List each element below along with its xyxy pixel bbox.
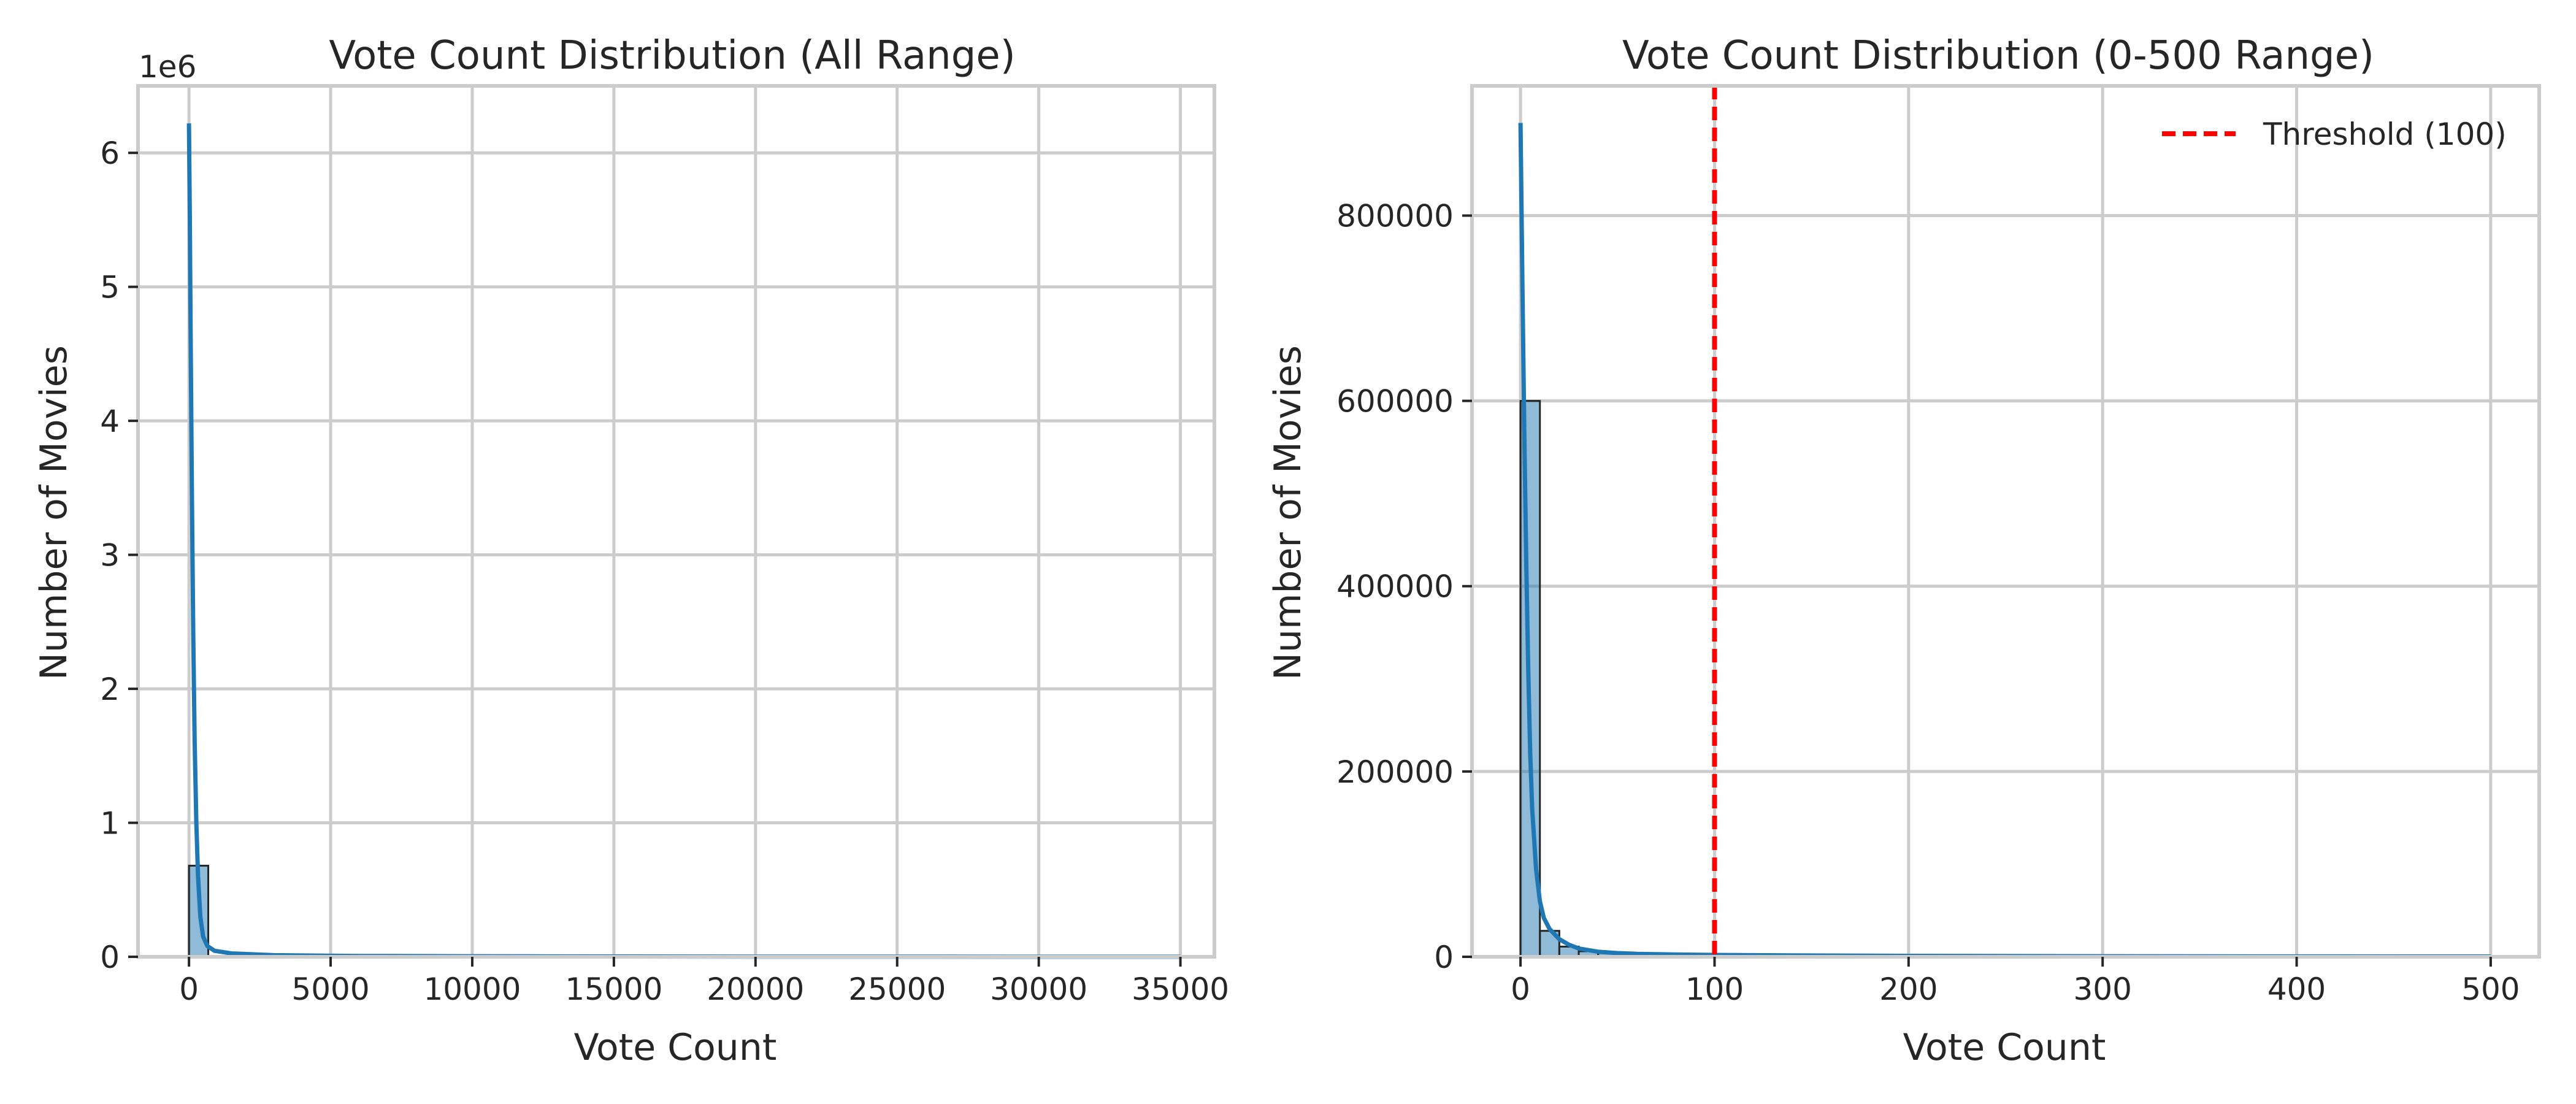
right-spines [1470,84,2541,959]
x-tick-label: 5000 [291,972,369,1007]
left-grid [138,86,1214,959]
y-tick-label: 0 [1434,940,1454,975]
left-chart-title: Vote Count Distribution (All Range) [329,33,1015,79]
x-tick-label: 35000 [1132,972,1229,1007]
x-tick-label: 100 [1685,972,1744,1007]
right-y-ticks: 0 200000 400000 600000 800000 [1336,198,1472,975]
y-tick-label: 3 [100,538,120,573]
right-kde [1518,123,2491,959]
y-tick-label: 6 [100,136,120,171]
y-tick-label: 5 [100,270,120,305]
right-axes-frame [1470,84,2541,959]
right-grid [1472,86,2539,959]
left-y-offset-label: 1e6 [139,49,196,85]
x-tick-label: 400 [2267,972,2326,1007]
x-tick-label: 30000 [990,972,1087,1007]
x-tick-label: 500 [2461,972,2520,1007]
x-tick-label: 20000 [707,972,804,1007]
right-x-axis-label: Vote Count [1903,1026,2106,1069]
y-tick-label: 2 [100,672,120,707]
left-kde [186,123,1181,959]
x-tick-label: 200 [1879,972,1938,1007]
left-histogram-panel: 0 5000 10000 15000 20000 25000 30000 35000 0 1 2 3… [33,33,1229,1069]
y-tick-label: 800000 [1336,198,1454,234]
x-tick-label: 10000 [423,972,521,1007]
y-tick-label: 600000 [1336,384,1454,420]
y-tick-label: 400000 [1336,569,1454,605]
left-axes-frame [136,84,1216,959]
left-spines [136,84,1216,959]
y-tick-label: 1 [100,806,120,841]
x-tick-label: 0 [1511,972,1530,1007]
right-x-ticks: 0 100 200 300 400 500 [1511,957,2520,1007]
legend: Threshold (100) [2162,117,2507,152]
legend-threshold-label: Threshold (100) [2263,117,2507,152]
left-y-axis-label: Number of Movies [33,345,75,680]
y-tick-label: 4 [100,404,120,439]
left-y-ticks: 0 1 2 3 4 5 6 [100,136,138,975]
x-tick-label: 0 [179,972,199,1007]
y-tick-label: 200000 [1336,754,1454,790]
x-tick-label: 300 [2073,972,2131,1007]
left-x-axis-label: Vote Count [574,1026,777,1069]
y-tick-label: 0 [100,940,120,975]
x-tick-label: 25000 [848,972,946,1007]
kde-line [1518,123,2491,959]
left-x-ticks: 0 5000 10000 15000 20000 25000 30000 35000 [179,957,1229,1007]
kde-line [186,123,1181,959]
right-histogram-panel: 0 100 200 300 400 500 0 200000 400000 600000 8000… [1267,33,2541,1069]
right-y-axis-label: Number of Movies [1267,345,1309,680]
right-bars [1519,400,2492,958]
x-tick-label: 15000 [565,972,662,1007]
right-chart-title: Vote Count Distribution (0-500 Range) [1622,33,2374,79]
